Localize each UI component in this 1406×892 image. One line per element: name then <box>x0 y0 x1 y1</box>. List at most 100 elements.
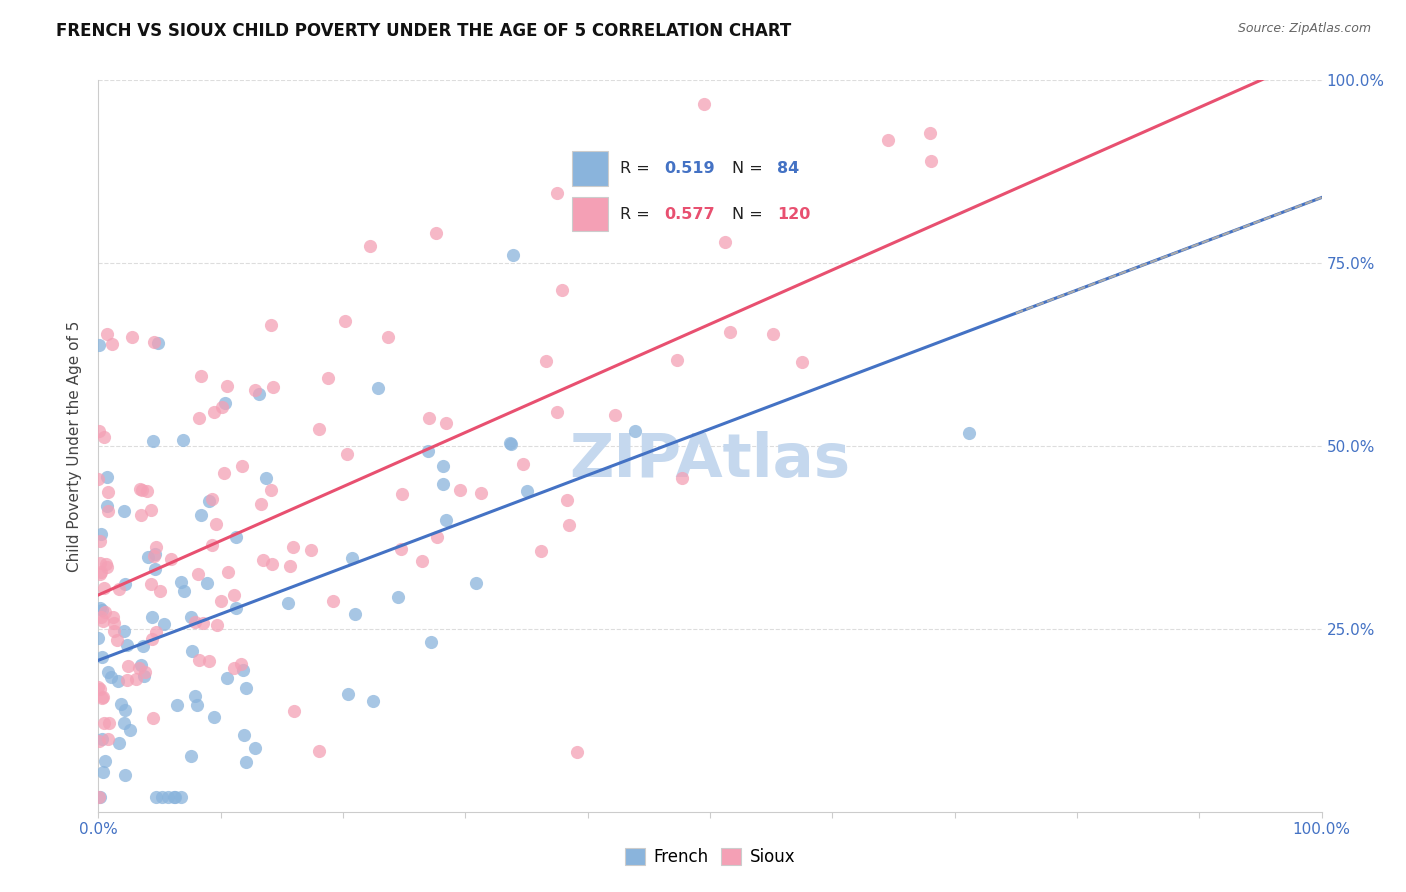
Point <box>129 657 152 672</box>
Text: FRENCH VS SIOUX CHILD POVERTY UNDER THE AGE OF 5 CORRELATION CHART: FRENCH VS SIOUX CHILD POVERTY UNDER THE … <box>56 22 792 40</box>
Point <box>160 552 183 566</box>
Point <box>450 483 472 498</box>
Point <box>502 248 524 262</box>
Point <box>214 467 236 481</box>
Point <box>187 567 209 582</box>
Point <box>693 97 716 112</box>
Point <box>198 494 221 508</box>
Point <box>93 430 115 444</box>
Point <box>89 424 111 438</box>
Point <box>141 632 163 647</box>
Point <box>173 583 195 598</box>
Point <box>146 335 169 350</box>
Point <box>114 577 136 591</box>
Point <box>623 424 645 438</box>
Point <box>153 616 176 631</box>
Point <box>145 562 167 576</box>
Point <box>411 554 433 568</box>
Text: N =: N = <box>733 207 768 221</box>
Point <box>432 459 454 474</box>
Point <box>187 653 209 667</box>
Point <box>112 716 135 731</box>
Point <box>90 527 112 541</box>
Point <box>170 790 193 805</box>
Point <box>143 547 166 561</box>
Point <box>232 663 254 677</box>
Text: R =: R = <box>620 207 654 221</box>
Point <box>136 483 159 498</box>
Point <box>115 638 138 652</box>
Point <box>501 437 523 451</box>
Point <box>100 669 122 683</box>
Point <box>94 557 117 571</box>
Point <box>96 327 118 342</box>
Point <box>762 327 785 342</box>
Point <box>149 584 172 599</box>
Point <box>260 557 283 571</box>
Point <box>308 744 330 758</box>
Y-axis label: Child Poverty Under the Age of 5: Child Poverty Under the Age of 5 <box>67 320 83 572</box>
Point <box>551 283 574 297</box>
Point <box>235 755 257 769</box>
Point <box>103 624 125 639</box>
Point <box>121 330 143 344</box>
Point <box>254 470 277 484</box>
Point <box>114 702 136 716</box>
Point <box>277 596 299 610</box>
Point <box>142 334 165 349</box>
Point <box>94 755 117 769</box>
Point <box>89 600 111 615</box>
Point <box>150 790 173 805</box>
Point <box>142 434 165 449</box>
Point <box>225 600 247 615</box>
Point <box>91 691 114 706</box>
Point <box>377 330 399 344</box>
Point <box>432 477 454 491</box>
Point <box>89 733 111 747</box>
Point <box>201 492 224 507</box>
Point <box>87 631 110 645</box>
Point <box>134 665 156 679</box>
Point <box>434 513 457 527</box>
Point <box>90 566 112 580</box>
Point <box>89 557 111 571</box>
Point <box>112 504 135 518</box>
Point <box>516 484 538 499</box>
Point <box>165 790 187 805</box>
Point <box>420 635 443 649</box>
Point <box>128 661 150 675</box>
Point <box>209 594 232 608</box>
Point <box>91 650 114 665</box>
Point <box>198 654 221 668</box>
Point <box>718 325 741 339</box>
Point <box>139 502 162 516</box>
Point <box>231 458 253 473</box>
Point <box>233 728 256 742</box>
Point <box>131 639 153 653</box>
Point <box>101 610 124 624</box>
Point <box>96 732 118 747</box>
Point <box>367 381 389 395</box>
Point <box>141 609 163 624</box>
Point <box>247 386 270 401</box>
Text: 0.519: 0.519 <box>665 161 716 176</box>
Point <box>262 380 284 394</box>
Point <box>156 790 179 805</box>
Point <box>172 433 194 447</box>
Point <box>278 558 301 573</box>
Text: ZIPAtlas: ZIPAtlas <box>569 431 851 490</box>
Point <box>183 689 205 703</box>
Point <box>96 469 118 483</box>
Point <box>103 615 125 630</box>
Point <box>90 603 112 617</box>
Point <box>416 444 439 458</box>
Point <box>87 338 110 352</box>
Point <box>181 644 204 658</box>
Point <box>93 581 115 595</box>
Point <box>90 732 112 747</box>
Point <box>557 517 579 532</box>
Point <box>87 680 110 694</box>
Point <box>215 671 238 685</box>
Point <box>145 540 167 554</box>
Point <box>97 716 120 731</box>
